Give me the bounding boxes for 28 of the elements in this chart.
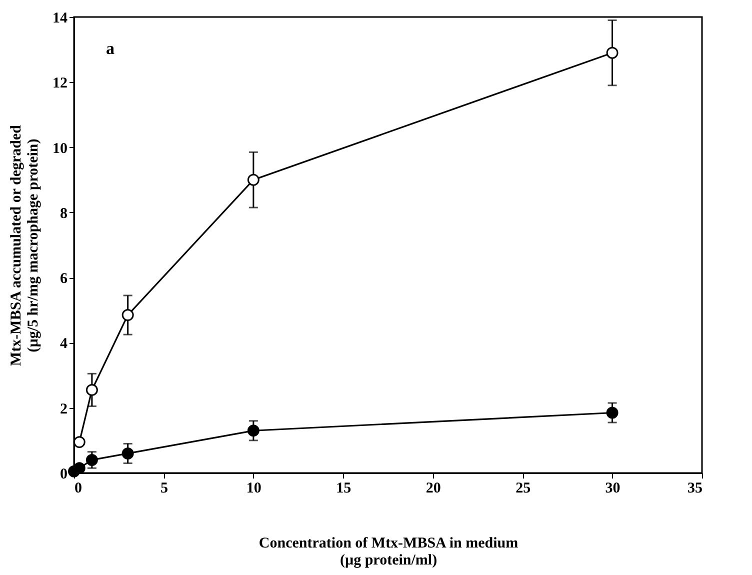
y-tick-label: 10	[52, 140, 68, 157]
x-tick-label: 15	[336, 480, 352, 496]
y-tick-label: 12	[52, 76, 68, 92]
x-tick-label: 0	[74, 480, 82, 496]
y-axis-title: Mtx-MBSA accumulated or degraded (µg/5 hr/mg macrophage protein)	[8, 124, 42, 366]
y-tick-label: 0	[60, 466, 68, 482]
y-tick-label: 2	[60, 401, 68, 418]
point	[247, 424, 260, 437]
point	[122, 309, 134, 322]
y-tick-label: 14	[52, 10, 68, 26]
x-tick-label: 20	[426, 480, 441, 496]
point	[122, 447, 134, 460]
point	[73, 436, 86, 448]
point	[606, 46, 618, 59]
x-tick-label: 5	[160, 480, 168, 496]
x-tick-label: 10	[246, 480, 262, 496]
annotation: a	[106, 39, 115, 58]
x-axis-title: Concentration of Mtx-MBSA in medium (µg protein/ml)	[258, 536, 519, 568]
y-tick-label: 6	[60, 271, 68, 288]
point	[606, 406, 618, 419]
x-tick-label: 35	[688, 480, 702, 496]
point	[247, 174, 260, 186]
x-tick-label: 25	[516, 480, 531, 496]
y-tick-label: 4	[60, 336, 68, 352]
y-tick-label: 8	[60, 206, 68, 222]
x-tick-label: 30	[605, 480, 620, 496]
point	[86, 454, 98, 466]
point	[86, 384, 98, 396]
